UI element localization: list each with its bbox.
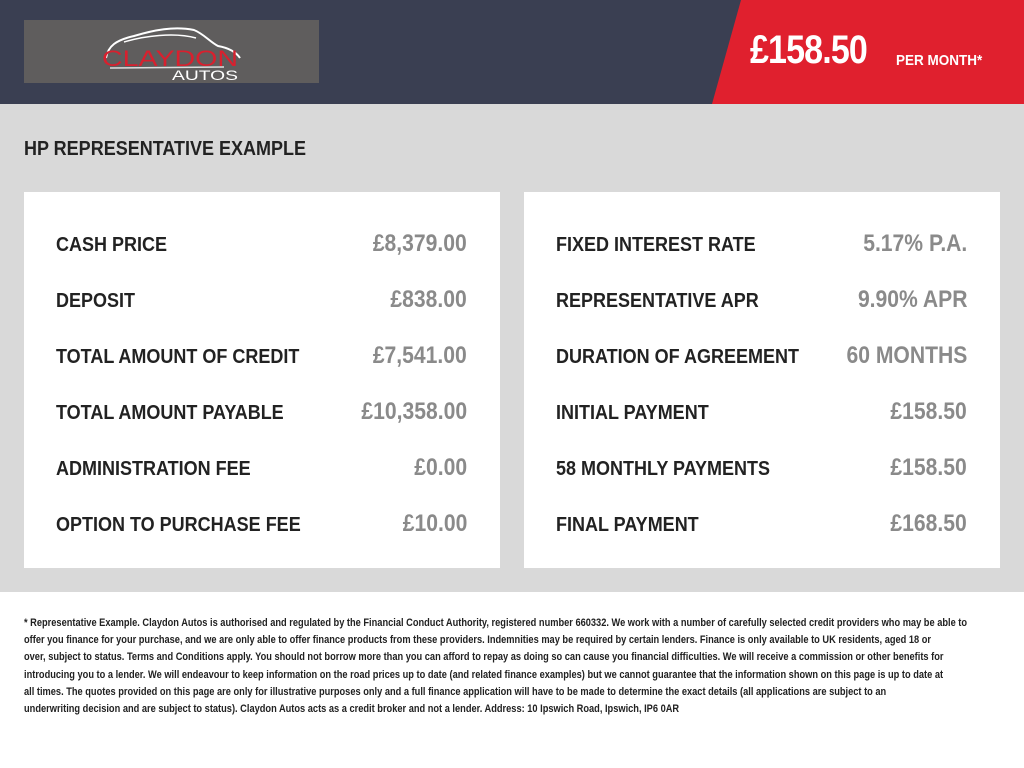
row-value: £0.00 (414, 454, 467, 481)
finance-row: CASH PRICE £8,379.00 (56, 230, 467, 260)
row-value: £10,358.00 (361, 398, 467, 425)
row-label: OPTION TO PURCHASE FEE (56, 514, 301, 536)
row-value: £158.50 (890, 398, 967, 425)
row-label: TOTAL AMOUNT PAYABLE (56, 402, 284, 424)
row-label: ADMINISTRATION FEE (56, 458, 251, 480)
price-banner (712, 0, 1024, 104)
row-value: 9.90% APR (857, 286, 967, 313)
row-value: 60 MONTHS (846, 342, 967, 369)
row-value: 5.17% P.A. (862, 230, 967, 257)
finance-row: ADMINISTRATION FEE £0.00 (56, 454, 467, 484)
row-label: REPRESENTATIVE APR (556, 290, 759, 312)
row-label: DEPOSIT (56, 290, 136, 312)
disclaimer-line: over, subject to status. Terms and Condi… (24, 651, 944, 664)
finance-row: FINAL PAYMENT £168.50 (556, 510, 967, 540)
row-value: £838.00 (390, 286, 467, 313)
disclaimer-line: offer you finance for your purchase, and… (24, 634, 932, 647)
section-title: HP REPRESENTATIVE EXAMPLE (24, 138, 307, 160)
finance-row: TOTAL AMOUNT PAYABLE £10,358.00 (56, 398, 467, 428)
row-label: FIXED INTEREST RATE (556, 234, 756, 256)
row-value: £168.50 (890, 510, 967, 537)
finance-row: DEPOSIT £838.00 (56, 286, 467, 316)
finance-example-section: HP REPRESENTATIVE EXAMPLE CASH PRICE £8,3… (0, 104, 1024, 592)
disclaimer-line: * Representative Example. Claydon Autos … (24, 617, 968, 629)
finance-row: DURATION OF AGREEMENT 60 MONTHS (556, 342, 967, 372)
disclaimer-line: all times. The quotes provided on this p… (24, 685, 887, 698)
row-label: DURATION OF AGREEMENT (556, 346, 799, 368)
disclaimer-line: underwriting decision and are subject to… (24, 703, 680, 716)
finance-row: FIXED INTEREST RATE 5.17% P.A. (556, 230, 967, 260)
left-panel: CASH PRICE £8,379.00 DEPOSIT £838.00 TOTAL A… (24, 192, 500, 568)
row-value: £7,541.00 (373, 342, 467, 369)
svg-text:AUTOS: AUTOS (172, 67, 238, 83)
svg-text:CLAYDON: CLAYDON (102, 46, 238, 71)
row-value: £10.00 (402, 510, 467, 537)
header: CLAYDON AUTOS £158.50 PER MONTH* (0, 0, 1024, 104)
row-label: TOTAL AMOUNT OF CREDIT (56, 346, 300, 368)
row-value: £8,379.00 (373, 230, 467, 257)
row-label: FINAL PAYMENT (556, 514, 699, 536)
row-value: £158.50 (890, 454, 967, 481)
row-label: CASH PRICE (56, 234, 168, 256)
finance-row: TOTAL AMOUNT OF CREDIT £7,541.00 (56, 342, 467, 372)
claydon-autos-logo[interactable]: CLAYDON AUTOS (24, 20, 319, 83)
finance-row: 58 MONTHLY PAYMENTS £158.50 (556, 454, 967, 484)
finance-row: REPRESENTATIVE APR 9.90% APR (556, 286, 967, 316)
right-panel: FIXED INTEREST RATE 5.17% P.A. REPRESENTAT… (524, 192, 1000, 568)
finance-row: OPTION TO PURCHASE FEE £10.00 (56, 510, 467, 540)
row-label: INITIAL PAYMENT (556, 402, 709, 424)
monthly-price: £158.50 (750, 28, 868, 72)
row-label: 58 MONTHLY PAYMENTS (556, 458, 771, 480)
disclaimer: * Representative Example. Claydon Autos … (24, 615, 1024, 718)
disclaimer-line: introducing you to a lender. We will end… (24, 668, 944, 681)
finance-row: INITIAL PAYMENT £158.50 (556, 398, 967, 428)
car-outline-icon: CLAYDON AUTOS (102, 27, 241, 83)
per-month-label: PER MONTH* (896, 52, 983, 69)
